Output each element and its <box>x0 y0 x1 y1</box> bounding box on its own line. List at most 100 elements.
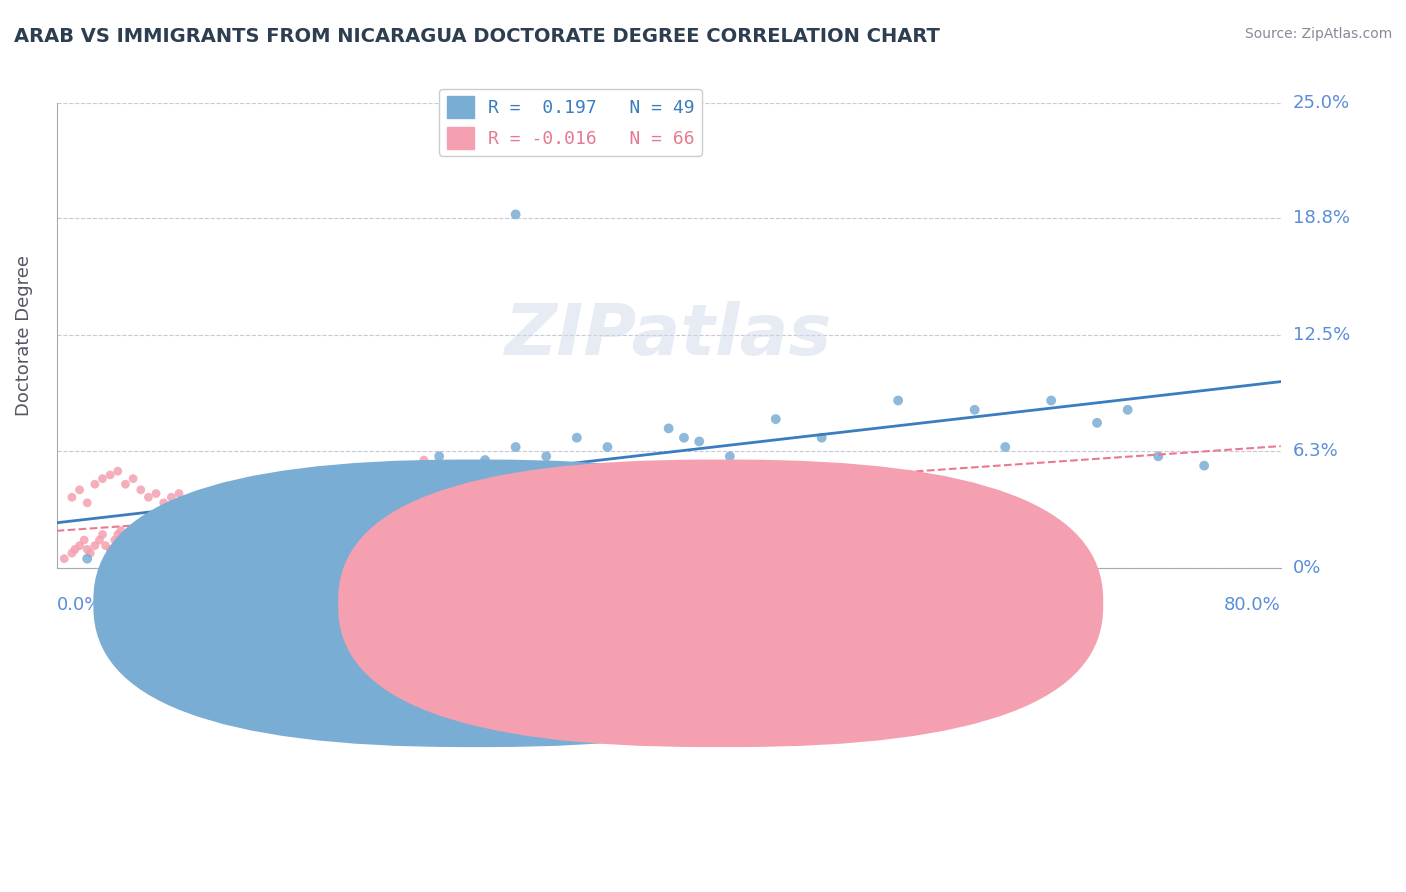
Text: 18.8%: 18.8% <box>1294 209 1350 227</box>
Point <box>91 527 114 541</box>
Text: Source: ZipAtlas.com: Source: ZipAtlas.com <box>1244 27 1392 41</box>
Point <box>104 533 127 547</box>
Point <box>198 505 221 519</box>
FancyBboxPatch shape <box>93 459 859 747</box>
Text: Immigrants from Nicaragua: Immigrants from Nicaragua <box>702 605 929 624</box>
Point <box>183 515 205 529</box>
Point <box>83 539 105 553</box>
Point <box>83 477 105 491</box>
Point <box>118 533 141 547</box>
Point <box>198 496 221 510</box>
Point <box>76 542 98 557</box>
Point <box>138 539 160 553</box>
Point <box>94 539 117 553</box>
Point <box>89 533 111 547</box>
Point <box>658 421 681 435</box>
Point <box>260 527 283 541</box>
Point <box>198 486 221 500</box>
Point <box>688 434 710 449</box>
Point <box>79 546 101 560</box>
Point <box>152 524 174 538</box>
Point <box>145 533 167 547</box>
Point <box>398 467 420 482</box>
Point <box>122 546 145 560</box>
Point <box>129 539 152 553</box>
Point <box>963 402 986 417</box>
Point <box>596 440 619 454</box>
Point <box>107 464 129 478</box>
Point <box>1085 416 1108 430</box>
Point <box>1192 458 1215 473</box>
Point <box>107 527 129 541</box>
Point <box>305 496 328 510</box>
Point <box>1040 393 1063 408</box>
Point <box>276 496 298 510</box>
Point <box>60 546 83 560</box>
Point <box>125 546 148 560</box>
Point <box>91 472 114 486</box>
Text: ZIPatlas: ZIPatlas <box>505 301 832 370</box>
Point <box>305 527 328 541</box>
Point <box>718 450 741 464</box>
Point <box>183 496 205 510</box>
Point <box>122 542 145 557</box>
Point <box>138 490 160 504</box>
Point <box>505 207 527 221</box>
Point <box>336 490 359 504</box>
Text: 25.0%: 25.0% <box>1294 94 1350 112</box>
Point <box>412 453 434 467</box>
Point <box>63 542 86 557</box>
Point <box>214 496 236 510</box>
Point <box>98 542 121 557</box>
Point <box>152 533 174 547</box>
Point <box>141 542 163 557</box>
Point <box>427 450 450 464</box>
Point <box>427 458 450 473</box>
Point <box>810 431 832 445</box>
Point <box>260 520 283 534</box>
Point <box>321 496 343 510</box>
Point <box>505 440 527 454</box>
Point <box>160 539 183 553</box>
Point <box>191 524 214 538</box>
Point <box>149 527 172 541</box>
Point <box>60 490 83 504</box>
Point <box>138 527 160 541</box>
Point <box>53 551 76 566</box>
Point <box>129 483 152 497</box>
Point <box>290 477 312 491</box>
Text: Arabs: Arabs <box>498 605 546 624</box>
Point <box>382 472 405 486</box>
Point <box>69 539 91 553</box>
Point <box>565 431 588 445</box>
Text: ARAB VS IMMIGRANTS FROM NICARAGUA DOCTORATE DEGREE CORRELATION CHART: ARAB VS IMMIGRANTS FROM NICARAGUA DOCTOR… <box>14 27 941 45</box>
Point <box>994 440 1017 454</box>
Point <box>352 527 374 541</box>
Point <box>214 527 236 541</box>
Point <box>352 486 374 500</box>
Point <box>76 551 98 566</box>
Point <box>122 472 145 486</box>
Point <box>321 524 343 538</box>
Y-axis label: Doctorate Degree: Doctorate Degree <box>15 255 32 416</box>
Point <box>382 458 405 473</box>
Point <box>145 486 167 500</box>
Point <box>887 393 910 408</box>
Point <box>73 533 96 547</box>
Point <box>427 490 450 504</box>
Point <box>167 542 190 557</box>
Point <box>160 490 183 504</box>
Point <box>98 467 121 482</box>
Text: 6.3%: 6.3% <box>1294 442 1339 459</box>
Point <box>412 472 434 486</box>
Point <box>321 477 343 491</box>
Point <box>458 458 481 473</box>
Point <box>672 431 695 445</box>
Point <box>198 533 221 547</box>
Point <box>382 483 405 497</box>
Point <box>536 450 558 464</box>
Point <box>276 505 298 519</box>
Point <box>1116 402 1139 417</box>
Point <box>229 524 252 538</box>
Point <box>183 527 205 541</box>
